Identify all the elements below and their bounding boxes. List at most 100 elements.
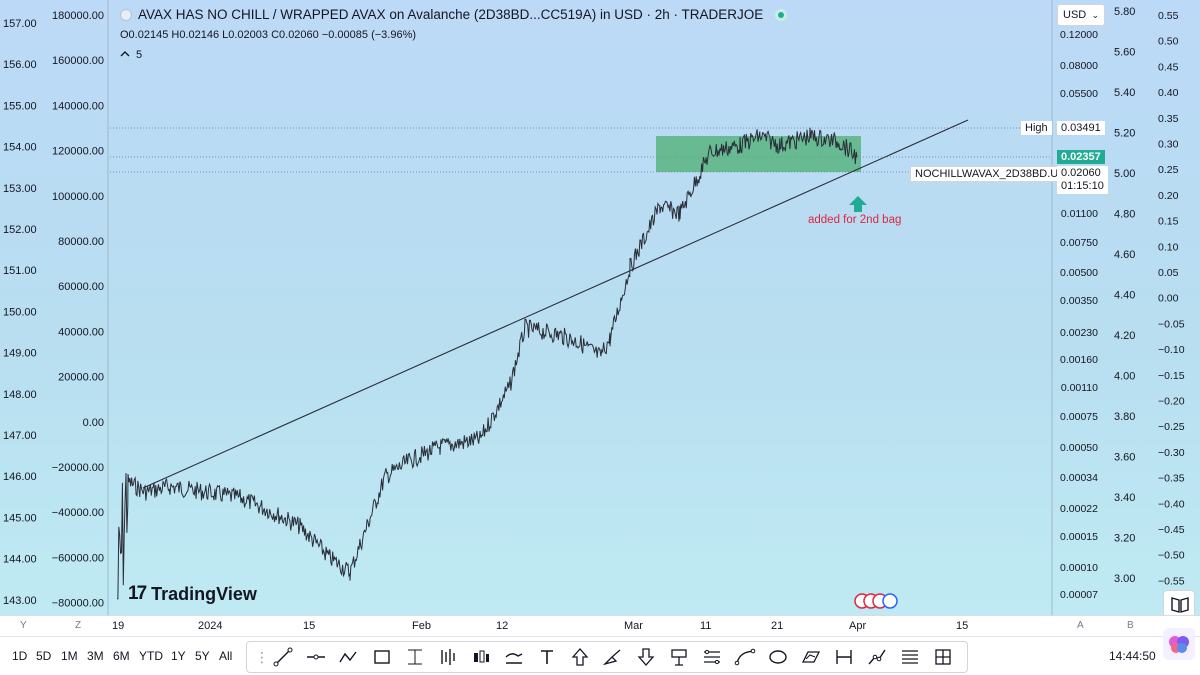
right-axis-2: 0.55 0.50 0.45 0.40 0.35 0.30 0.25 0.20 0.15 0.10… [1158, 10, 1185, 587]
symbol-price-tag: 0.02060 01:15:10 [1057, 166, 1108, 194]
right-axis-2-label: 0.45 [1158, 61, 1179, 73]
date-range-icon[interactable] [832, 646, 855, 669]
left-axis-2-label: 0.00 [83, 417, 104, 429]
log-axis-label: 0.00010 [1060, 562, 1098, 574]
parallel-channel-icon[interactable] [700, 646, 723, 669]
trend-line[interactable] [142, 119, 969, 489]
time-label: 2024 [198, 620, 223, 632]
range-5y-button[interactable]: 5Y [195, 649, 210, 663]
log-axis-label: 0.00160 [1060, 354, 1098, 366]
fib-retracement-icon[interactable] [403, 646, 426, 669]
right-axis-2-label: 0.30 [1158, 139, 1179, 151]
right-axis-2-label: 0.40 [1158, 87, 1179, 99]
ai-assistant-icon[interactable] [1163, 628, 1195, 660]
chevron-down-icon[interactable] [120, 46, 130, 64]
time-label: 15 [303, 620, 316, 632]
right-axis-1-label: 5.80 [1114, 6, 1135, 18]
tradingview-logo[interactable]: 17 TradingView [128, 583, 257, 605]
currency-select[interactable]: USD ⌄ [1057, 4, 1105, 26]
axis-toggle-z[interactable]: Z [75, 620, 82, 631]
time-label: Mar [624, 620, 643, 632]
axis-toggle-y[interactable]: Y [20, 620, 27, 631]
range-box[interactable] [656, 136, 861, 172]
right-axis-1-label: 5.00 [1114, 168, 1135, 180]
range-1d-button[interactable]: 1D [12, 649, 28, 663]
chart-legend: AVAX HAS NO CHILL / WRAPPED AVAX on Aval… [120, 6, 788, 64]
chart-area[interactable]: 157.00 156.00 155.00 154.00 153.00 152.00 151.… [0, 0, 1200, 618]
right-axis-2-label: 0.20 [1158, 190, 1179, 202]
dropdown-caret-icon: ⌄ [1091, 9, 1099, 20]
signpost-icon[interactable] [667, 646, 690, 669]
right-axis-2-label: −0.40 [1158, 498, 1185, 510]
arrow-down-icon[interactable] [634, 646, 657, 669]
log-axis-label: 0.00007 [1060, 589, 1098, 601]
time-label: 12 [496, 620, 509, 632]
range-1m-button[interactable]: 1M [61, 649, 78, 663]
drag-handle-icon[interactable]: ⋮ [255, 648, 269, 665]
symbol-title[interactable]: AVAX HAS NO CHILL / WRAPPED AVAX on Aval… [138, 7, 764, 22]
currency-value: USD [1063, 9, 1087, 21]
right-axis-2-label: −0.15 [1158, 370, 1185, 382]
candles-icon[interactable] [469, 646, 492, 669]
left-axis-2-label: −40000.00 [52, 507, 104, 519]
range-5d-button[interactable]: 5D [36, 649, 52, 663]
right-axis-2-label: 0.25 [1158, 164, 1179, 176]
right-axis-1-label: 3.60 [1114, 452, 1135, 464]
market-status-icon[interactable] [775, 9, 788, 21]
left-axis-1-label: 154.00 [3, 142, 37, 154]
forecast-icon[interactable] [799, 646, 822, 669]
range-ytd-button[interactable]: YTD [139, 649, 163, 663]
time-axis[interactable]: Y Z 19 2024 15 Feb 12 Mar 11 21 Apr 15 A… [0, 615, 1200, 635]
right-axis-1-label: 3.40 [1114, 492, 1135, 504]
left-axis-1-label: 149.00 [3, 348, 37, 360]
right-axis-1-label: 4.60 [1114, 249, 1135, 261]
range-all-button[interactable]: All [219, 649, 233, 663]
bottom-toolbar: 1D 5D 1M 3M 6M YTD 1Y 5Y All ⋮ 14:44:50 [0, 636, 1200, 675]
left-axis-2-label: 20000.00 [58, 372, 104, 384]
range-3m-button[interactable]: 3M [87, 649, 104, 663]
path-icon[interactable] [337, 646, 360, 669]
event-markers[interactable] [854, 593, 898, 609]
right-axis-2-label: −0.10 [1158, 344, 1185, 356]
right-axis-2-label: −0.25 [1158, 421, 1185, 433]
bars-pattern-icon[interactable] [436, 646, 459, 669]
right-axis-2-label: −0.35 [1158, 473, 1185, 485]
symbol-price: 0.02060 [1061, 167, 1101, 179]
time-label: 21 [771, 620, 784, 632]
log-axis-label: 0.00750 [1060, 237, 1098, 249]
indicator-count[interactable]: 5 [136, 49, 143, 61]
range-6m-button[interactable]: 6M [113, 649, 130, 663]
trend-line-icon[interactable] [271, 646, 294, 669]
crosshair-square-icon[interactable] [931, 646, 954, 669]
log-axis-label: 0.12000 [1060, 29, 1098, 41]
log-axis-label: 0.00034 [1060, 472, 1098, 484]
rectangle-icon[interactable] [370, 646, 393, 669]
text-icon[interactable] [535, 646, 558, 669]
right-axis-2-label: 0.15 [1158, 216, 1179, 228]
right-axis-2-label: 0.55 [1158, 10, 1179, 22]
left-axis-2-label: −60000.00 [52, 552, 104, 564]
brush-icon[interactable] [601, 646, 624, 669]
axis-toggle-b[interactable]: B [1127, 620, 1134, 631]
horizontal-line-icon[interactable] [304, 646, 327, 669]
chart-annotation[interactable]: added for 2nd bag [808, 214, 902, 226]
polyline-icon[interactable] [865, 646, 888, 669]
time-label: Feb [412, 620, 431, 632]
left-axis-1-label: 155.00 [3, 100, 37, 112]
price-chart[interactable]: 157.00 156.00 155.00 154.00 153.00 152.00 151.… [0, 0, 1200, 615]
bar-countdown: 01:15:10 [1061, 180, 1104, 192]
log-axis-label: 0.00230 [1060, 327, 1098, 339]
log-axis-label: 0.00022 [1060, 503, 1098, 515]
left-axis-1-label: 156.00 [3, 59, 37, 71]
arrow-up-icon[interactable] [568, 646, 591, 669]
curve-icon[interactable] [733, 646, 756, 669]
parallel-lines-icon[interactable] [898, 646, 921, 669]
long-position-icon[interactable] [502, 646, 525, 669]
ellipse-icon[interactable] [766, 646, 789, 669]
book-icon[interactable] [1163, 590, 1195, 618]
left-axis-2-label: 40000.00 [58, 326, 104, 338]
range-1y-button[interactable]: 1Y [171, 649, 186, 663]
right-axis-2-label: −0.20 [1158, 396, 1185, 408]
axis-toggle-a[interactable]: A [1077, 620, 1084, 631]
left-axis-1-label: 150.00 [3, 306, 37, 318]
